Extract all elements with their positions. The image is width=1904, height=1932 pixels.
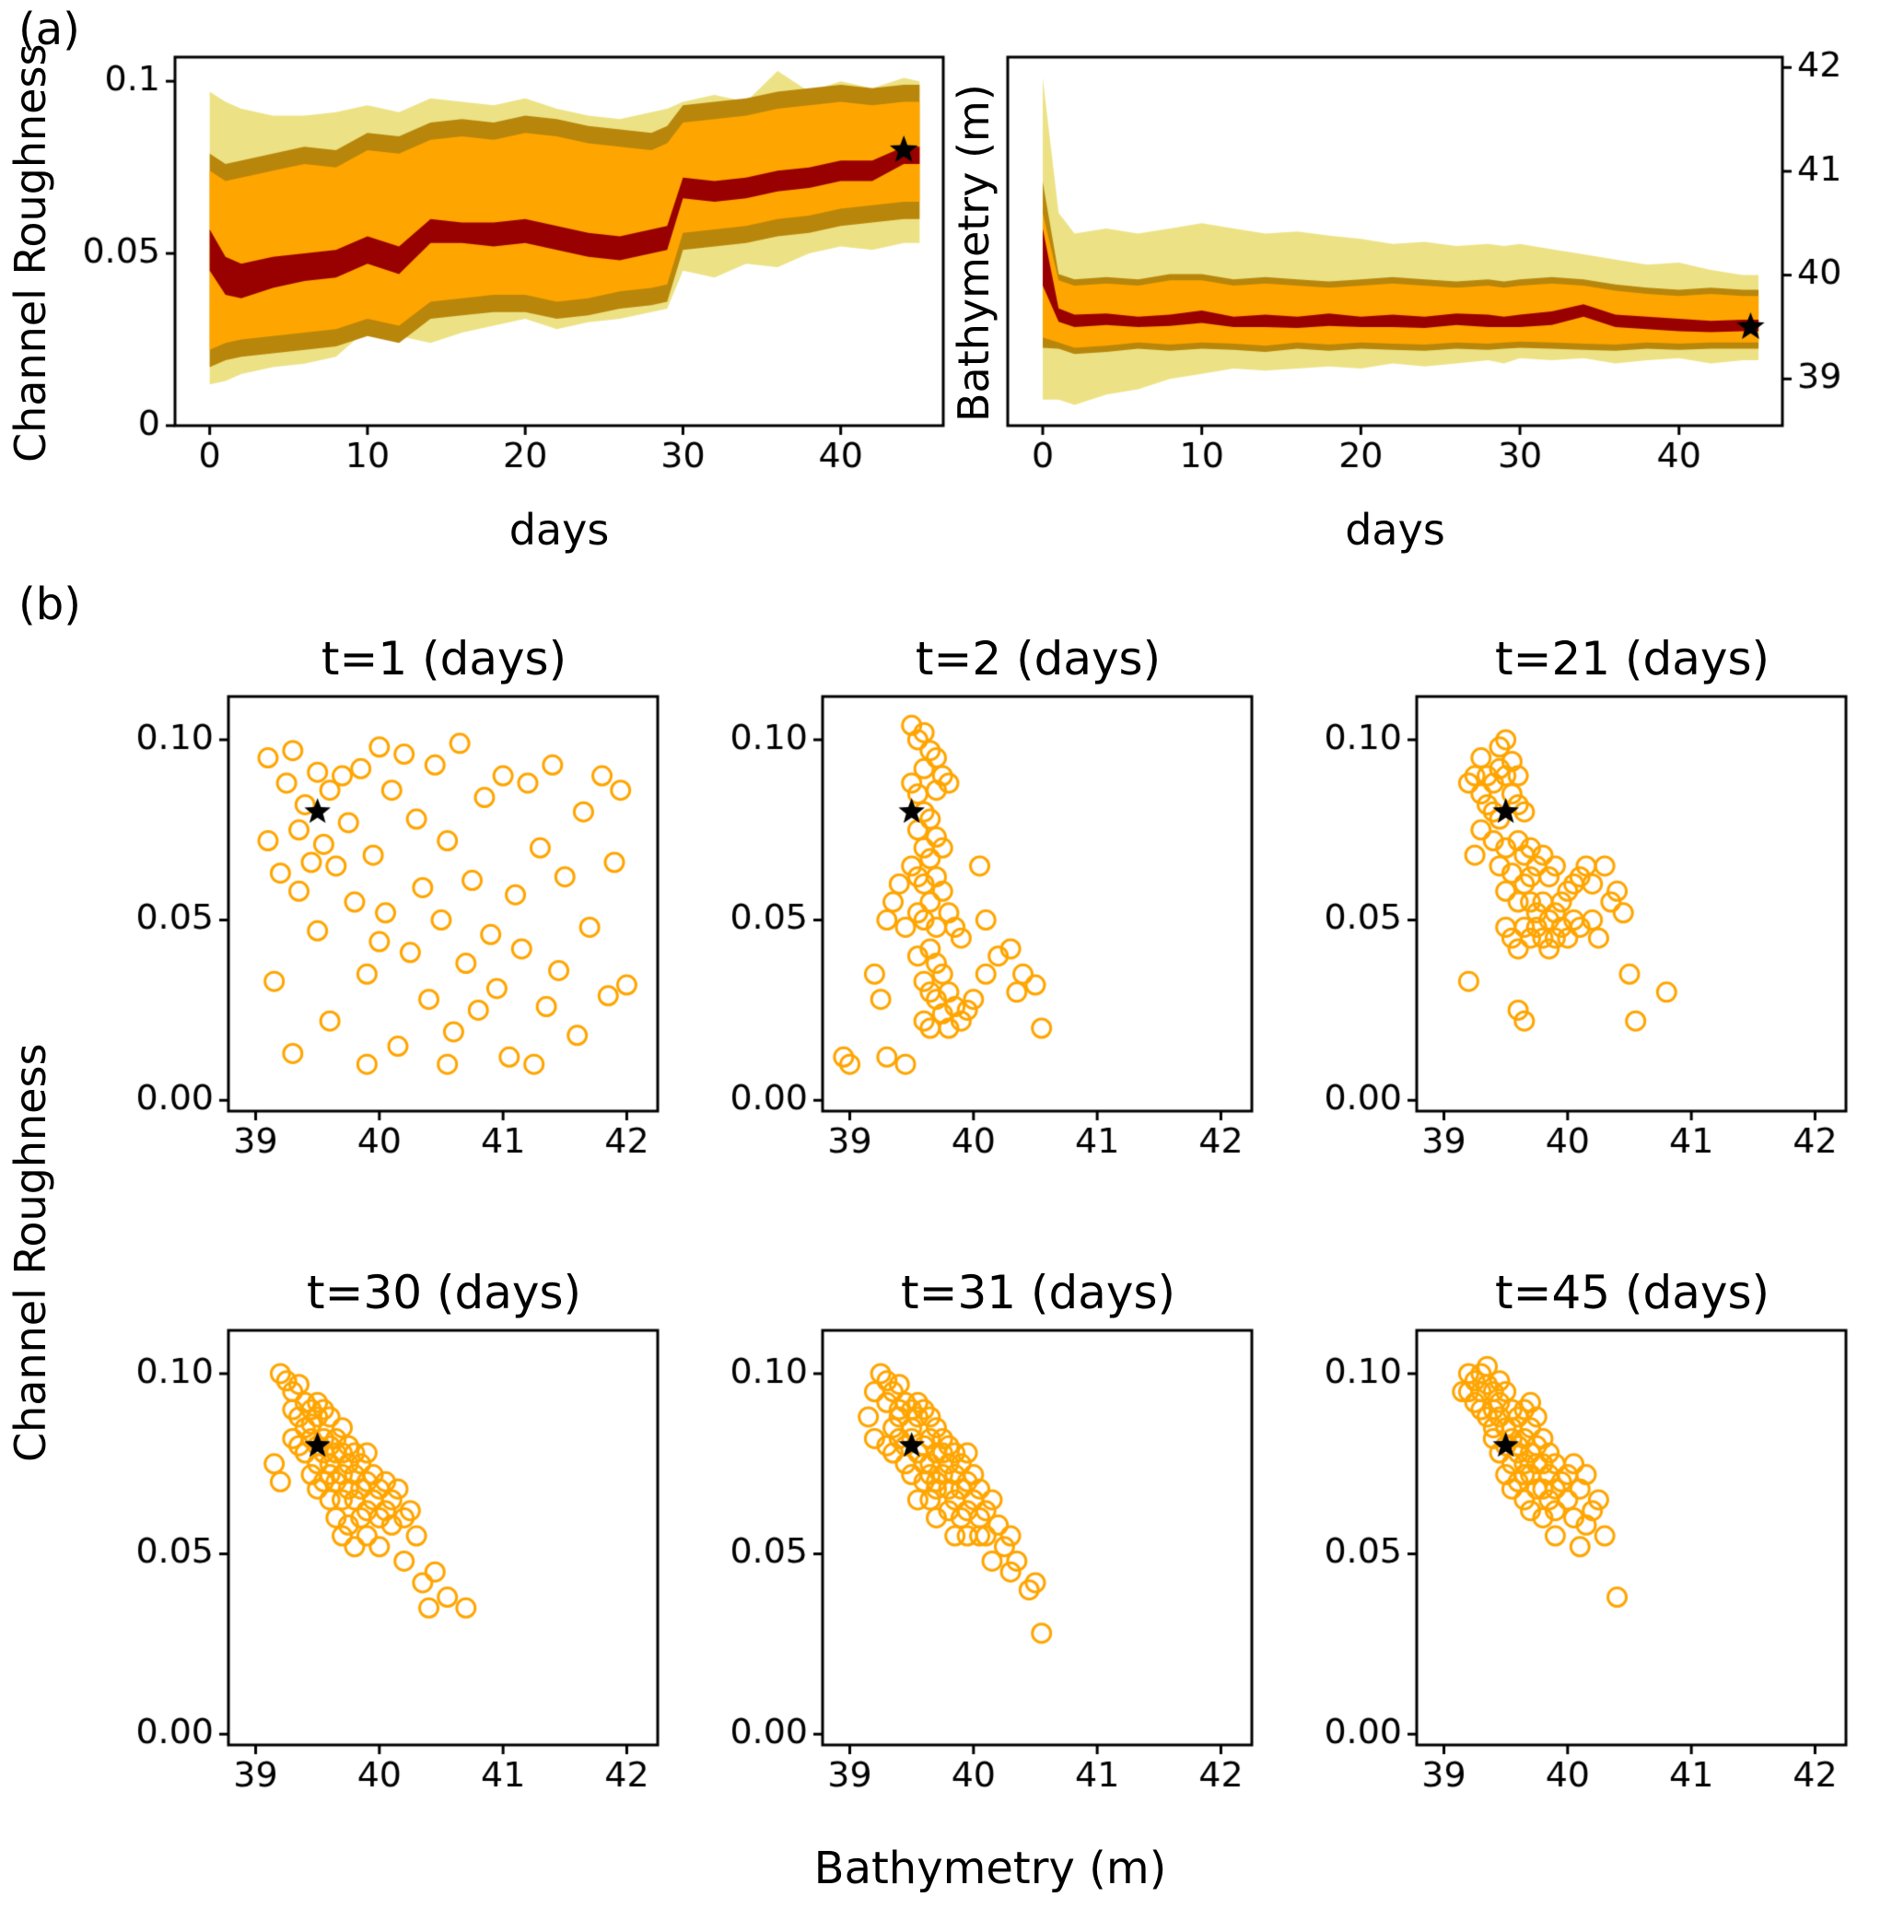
panel-b-label: (b) bbox=[18, 579, 81, 630]
scatter-title-t31: t=31 (days) bbox=[900, 1266, 1176, 1319]
scatter-title-t2: t=2 (days) bbox=[915, 632, 1162, 685]
roughness-xlabel: days bbox=[508, 505, 610, 555]
bathymetry-timeseries-plot bbox=[995, 44, 1902, 498]
scatter-title-t1: t=1 (days) bbox=[321, 632, 567, 685]
roughness-timeseries-plot bbox=[55, 44, 958, 498]
scatter-title-t21: t=21 (days) bbox=[1494, 632, 1770, 685]
roughness-ylabel: Channel Roughness bbox=[6, 43, 55, 463]
scatter-plot-t1 bbox=[120, 689, 672, 1181]
scatter-shared-ylabel: Channel Roughness bbox=[6, 1043, 55, 1463]
scatter-plot-t21 bbox=[1308, 689, 1861, 1181]
bathymetry-xlabel: days bbox=[1345, 505, 1445, 555]
bathymetry-ylabel: Bathymetry (m) bbox=[949, 84, 999, 423]
scatter-plot-t30 bbox=[120, 1323, 672, 1815]
scatter-title-t45: t=45 (days) bbox=[1494, 1266, 1770, 1319]
scatter-title-t30: t=30 (days) bbox=[306, 1266, 582, 1319]
scatter-plot-t45 bbox=[1308, 1323, 1861, 1815]
scatter-shared-xlabel: Bathymetry (m) bbox=[813, 1843, 1167, 1894]
scatter-plot-t31 bbox=[714, 1323, 1267, 1815]
scatter-plot-t2 bbox=[714, 689, 1267, 1181]
